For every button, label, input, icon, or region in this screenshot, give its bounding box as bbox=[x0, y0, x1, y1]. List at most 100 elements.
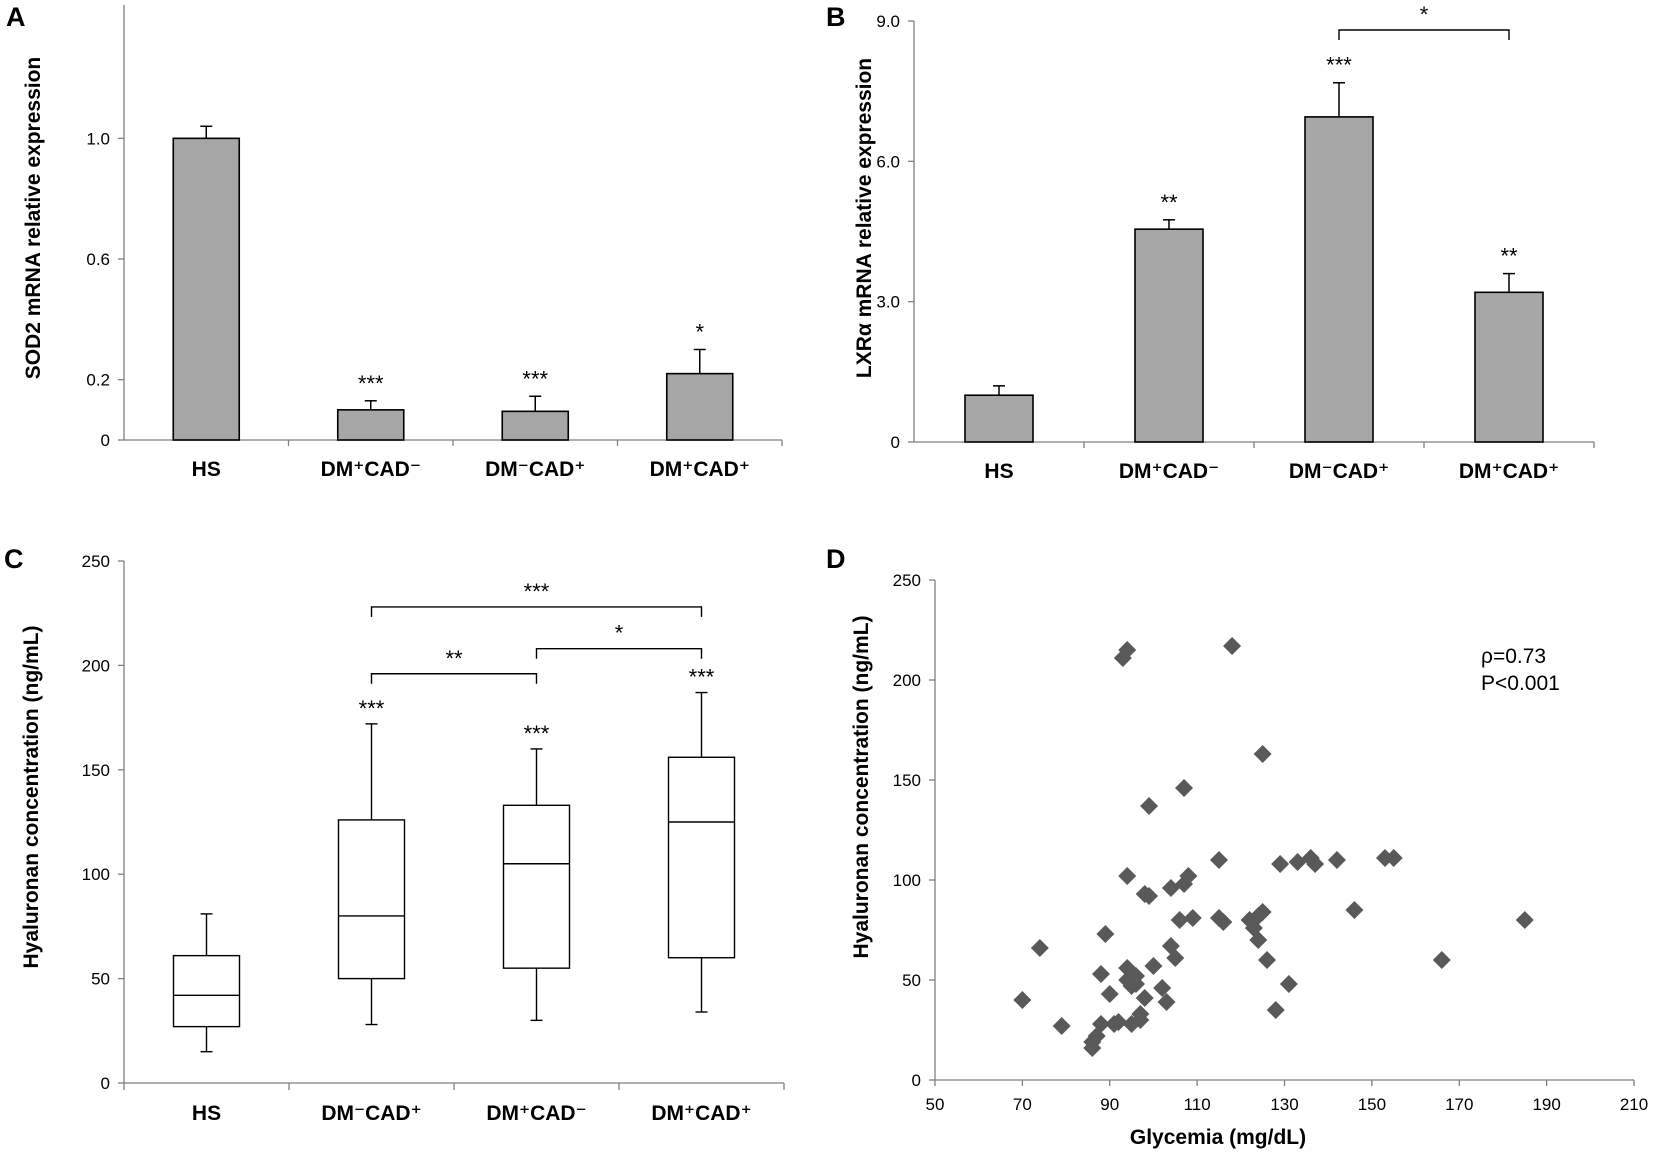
panel-d-data-point bbox=[1166, 949, 1185, 967]
panel-d-data-point bbox=[1179, 867, 1198, 885]
panel-a-y-axis-title: SOD2 mRNA relative expression bbox=[22, 57, 45, 380]
panel-d-data-point bbox=[1170, 911, 1189, 929]
panel-b-significance-mark: *** bbox=[1326, 53, 1352, 78]
panel-d-y-axis-title: Hyaluronan concentration (ng/mL) bbox=[850, 615, 873, 958]
panel-label-b: B bbox=[826, 2, 846, 32]
panel-d-data-point bbox=[1140, 797, 1159, 815]
panel-c-box bbox=[502, 804, 571, 969]
panel-c-significance-mark: *** bbox=[359, 696, 385, 721]
panel-c-y-tick-label: 150 bbox=[82, 761, 110, 780]
panel-d-data-point bbox=[1327, 851, 1346, 869]
panel-a-bar bbox=[172, 137, 241, 441]
panel-d-y-tick-label: 100 bbox=[893, 871, 921, 890]
panel-c-category-label: DM⁻CAD⁺ bbox=[321, 1102, 421, 1125]
panel-d-y-tick-label: 200 bbox=[893, 671, 921, 690]
panel-c-bracket-significance: * bbox=[615, 621, 624, 646]
panel-b-bar bbox=[964, 394, 1034, 443]
panel-b-y-tick-label: 6.0 bbox=[876, 152, 900, 171]
panel-a-category-label: DM⁺CAD⁺ bbox=[650, 458, 750, 481]
panel-d-x-axis-title: Glycemia (mg/dL) bbox=[1130, 1126, 1306, 1149]
panel-d-x-tick-label: 190 bbox=[1532, 1095, 1560, 1114]
panel-d-data-point bbox=[1118, 641, 1137, 659]
panel-d-y-tick-label: 150 bbox=[893, 771, 921, 790]
panel-a-y-tick-label: 0.6 bbox=[86, 250, 110, 269]
panel-b-y-tick-label: 0 bbox=[891, 433, 900, 452]
panel-b-bar bbox=[1474, 291, 1544, 443]
panel-d-data-point bbox=[1214, 913, 1233, 931]
panel-c-comparison-bracket bbox=[370, 673, 538, 684]
panel-c-y-tick-label: 0 bbox=[101, 1074, 110, 1093]
panel-d-data-point bbox=[1096, 925, 1115, 943]
panel-a-bar bbox=[501, 410, 570, 441]
panel-label-c: C bbox=[4, 544, 24, 574]
panel-b-comparison-bracket bbox=[1338, 29, 1510, 40]
panel-b-bar bbox=[1304, 116, 1374, 443]
panel-label-d: D bbox=[826, 544, 846, 574]
panel-b-category-label: DM⁺CAD⁻ bbox=[1119, 460, 1219, 483]
panel-c-category-label: DM⁺CAD⁻ bbox=[486, 1102, 586, 1125]
panel-c-box-plot: 050100150200250HS***DM⁻CAD⁺***DM⁺CAD⁻***… bbox=[82, 552, 785, 1125]
panel-c-y-tick-label: 100 bbox=[82, 865, 110, 884]
panel-a-significance-mark: * bbox=[695, 320, 704, 345]
panel-c-category-label: HS bbox=[192, 1102, 221, 1125]
panel-d-data-point bbox=[1175, 779, 1194, 797]
panel-b-bracket-significance: * bbox=[1420, 2, 1429, 27]
panel-d-x-tick-label: 90 bbox=[1100, 1095, 1119, 1114]
panel-a-bar-chart: 0 0.2 0.6 1.0 HS *** DM⁺CAD⁻ *** DM⁻CAD⁺ * DM⁺CAD⁺ bbox=[86, 5, 783, 481]
panel-a-y-tick-label: 0.2 bbox=[86, 371, 110, 390]
panel-d-x-tick-label: 170 bbox=[1445, 1095, 1473, 1114]
panel-b-significance-mark: ** bbox=[1160, 190, 1178, 215]
panel-c-y-tick-label: 250 bbox=[82, 552, 110, 571]
panel-d-data-point bbox=[1140, 887, 1159, 905]
panel-a-category-label: DM⁺CAD⁻ bbox=[321, 458, 421, 481]
panel-d-data-point bbox=[1384, 849, 1403, 867]
panel-d-data-point bbox=[1100, 985, 1119, 1003]
panel-d-p-value: P<0.001 bbox=[1481, 672, 1560, 695]
panel-c-box bbox=[172, 954, 241, 1028]
panel-d-x-tick-label: 210 bbox=[1620, 1095, 1648, 1114]
panel-c-comparison-bracket bbox=[370, 606, 703, 617]
panel-b-category-label: DM⁺CAD⁺ bbox=[1459, 460, 1559, 483]
panel-c-significance-mark: *** bbox=[689, 665, 715, 690]
panel-d-data-point bbox=[1432, 951, 1451, 969]
panel-d-correlation-rho: ρ=0.73 bbox=[1481, 645, 1546, 668]
panel-d-data-point bbox=[1109, 1013, 1128, 1031]
panel-d-data-point bbox=[1266, 1001, 1285, 1019]
panel-a-significance-mark: *** bbox=[358, 371, 384, 396]
panel-d-data-point bbox=[1118, 867, 1137, 885]
panel-label-a: A bbox=[6, 2, 26, 32]
panel-d-data-point bbox=[1135, 989, 1154, 1007]
panel-d-data-point bbox=[1183, 909, 1202, 927]
panel-d-data-point bbox=[1153, 979, 1172, 997]
panel-d-y-tick-label: 250 bbox=[893, 571, 921, 590]
panel-d-data-point bbox=[1253, 903, 1272, 921]
panel-c-bracket-significance: ** bbox=[445, 646, 463, 671]
panel-d-data-point bbox=[1144, 957, 1163, 975]
panel-d-data-point bbox=[1249, 931, 1268, 949]
panel-b-category-label: HS bbox=[984, 460, 1013, 483]
panel-d-x-tick-label: 110 bbox=[1184, 1095, 1211, 1114]
panel-d-data-point bbox=[1209, 851, 1228, 869]
panel-d-data-point bbox=[1515, 911, 1534, 929]
panel-a-significance-mark: *** bbox=[522, 366, 548, 391]
panel-b-bar-chart: 0 3.0 6.0 9.0 HS ** DM⁺CAD⁻ *** DM⁻CAD⁺ ** DM⁺CAD⁺… bbox=[876, 2, 1595, 483]
panel-c-y-tick-label: 50 bbox=[91, 970, 110, 989]
panel-d-data-point bbox=[1161, 879, 1180, 897]
panel-a-bar bbox=[665, 372, 734, 441]
panel-d-scatter-plot: 0 50 100 150 200 250 50 70 90 110 130 150 170 190 210 bbox=[893, 571, 1649, 1114]
panel-d-data-point bbox=[1279, 975, 1298, 993]
panel-d-data-point bbox=[1131, 1005, 1150, 1023]
panel-d-data-point bbox=[1253, 745, 1272, 763]
panel-d-data-point bbox=[1052, 1017, 1071, 1035]
panel-c-comparison-bracket bbox=[535, 647, 703, 659]
panel-d-data-point bbox=[1288, 853, 1307, 871]
panel-a-y-tick-label: 0 bbox=[101, 431, 110, 450]
panel-c-y-tick-label: 200 bbox=[82, 656, 110, 675]
panel-d-data-point bbox=[1223, 637, 1242, 655]
panel-d-data-point bbox=[1092, 965, 1111, 983]
panel-c-category-label: DM⁺CAD⁺ bbox=[651, 1102, 751, 1125]
panel-d-x-tick-label: 50 bbox=[926, 1095, 945, 1114]
panel-d-data-point bbox=[1092, 1015, 1111, 1033]
panel-d-x-tick-label: 130 bbox=[1270, 1095, 1298, 1114]
